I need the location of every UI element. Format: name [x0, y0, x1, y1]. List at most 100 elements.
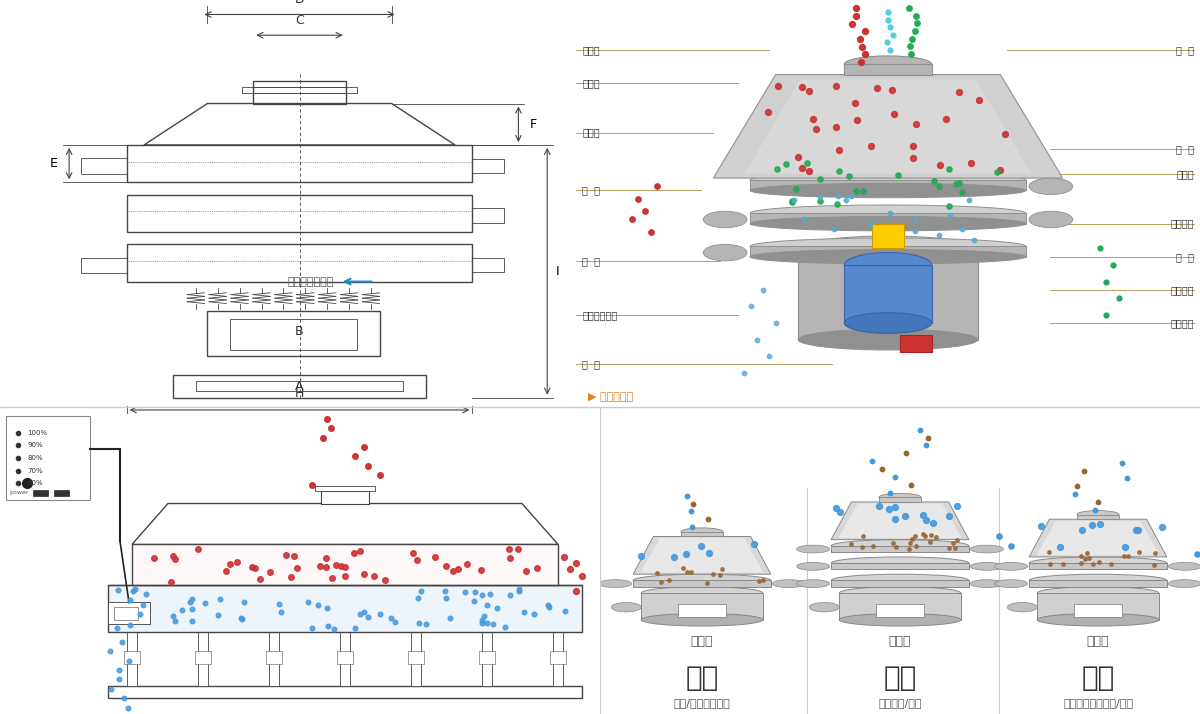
Ellipse shape [773, 580, 805, 588]
Ellipse shape [797, 545, 829, 553]
Bar [54, 490, 70, 496]
Point [988, 166, 1007, 177]
Ellipse shape [971, 563, 1003, 570]
Bar [132, 544, 558, 585]
Point [881, 44, 900, 56]
Point [682, 506, 701, 517]
Point [365, 570, 384, 582]
Point [335, 562, 354, 573]
Point [1118, 550, 1138, 562]
Bar [314, 486, 374, 491]
Ellipse shape [1078, 511, 1120, 518]
Point [906, 10, 925, 21]
Point [683, 498, 702, 509]
Point [878, 36, 898, 48]
Bar [127, 244, 473, 281]
Bar [839, 593, 961, 620]
Point [385, 616, 404, 628]
Point [1097, 309, 1116, 321]
Ellipse shape [797, 580, 829, 588]
Point [847, 114, 866, 126]
Point [566, 558, 586, 569]
Point [269, 598, 288, 610]
Bar [1074, 604, 1122, 617]
Point [318, 620, 337, 632]
Point [949, 177, 968, 188]
Point [902, 33, 922, 44]
Point [948, 534, 967, 545]
Point [767, 163, 786, 174]
Point [1072, 557, 1091, 568]
Point [443, 565, 462, 576]
Point [901, 48, 920, 59]
Point [852, 56, 871, 68]
Point [403, 547, 422, 558]
Point [101, 683, 120, 695]
Point [641, 226, 660, 238]
Point [799, 86, 818, 97]
Point [851, 34, 870, 45]
Point [881, 21, 900, 33]
Point [1127, 524, 1146, 536]
Ellipse shape [634, 574, 770, 587]
Polygon shape [832, 502, 968, 540]
Text: 去除液体中的颗粒/异物: 去除液体中的颗粒/异物 [1063, 698, 1133, 708]
Ellipse shape [641, 613, 763, 626]
Point [440, 612, 460, 623]
Point [918, 432, 937, 443]
Point [1152, 521, 1171, 533]
Point [691, 540, 710, 552]
Point [163, 550, 182, 562]
Text: F: F [530, 118, 538, 131]
Point [872, 463, 892, 475]
Bar [750, 213, 1026, 223]
Point [786, 183, 805, 195]
Ellipse shape [809, 603, 839, 612]
Point [425, 551, 444, 563]
Point [350, 608, 370, 620]
Point [1078, 547, 1097, 558]
Point [811, 191, 830, 203]
Point [1075, 553, 1094, 565]
Point [806, 123, 826, 134]
Point [227, 556, 246, 568]
Point [713, 563, 732, 575]
Text: I: I [556, 265, 559, 278]
Point [677, 548, 696, 560]
Point [996, 128, 1015, 139]
Ellipse shape [798, 236, 978, 261]
Point [798, 157, 817, 169]
Point [317, 602, 336, 613]
Point [824, 223, 844, 235]
Point [1102, 558, 1121, 570]
Point [925, 176, 944, 187]
Bar [479, 651, 494, 664]
Point [900, 538, 919, 549]
Ellipse shape [1007, 603, 1037, 612]
Text: 网  架: 网 架 [1176, 144, 1194, 154]
Bar [900, 336, 931, 352]
Point [827, 198, 846, 210]
Point [436, 560, 455, 571]
Ellipse shape [839, 587, 961, 599]
Ellipse shape [611, 603, 641, 612]
Text: 90%: 90% [28, 443, 43, 448]
Ellipse shape [832, 574, 968, 587]
Point [811, 174, 830, 185]
Point [754, 284, 773, 296]
Bar [320, 491, 370, 503]
Text: 分级: 分级 [685, 664, 719, 692]
Point [208, 609, 227, 620]
Point [940, 164, 959, 175]
Point [920, 536, 940, 547]
Point [101, 645, 120, 657]
Point [509, 583, 528, 594]
Point [494, 621, 514, 633]
Point [1072, 550, 1091, 562]
Point [752, 574, 772, 585]
Point [906, 540, 925, 552]
Ellipse shape [995, 563, 1027, 570]
Point [554, 551, 574, 563]
Point [683, 521, 702, 533]
Point [232, 613, 251, 625]
